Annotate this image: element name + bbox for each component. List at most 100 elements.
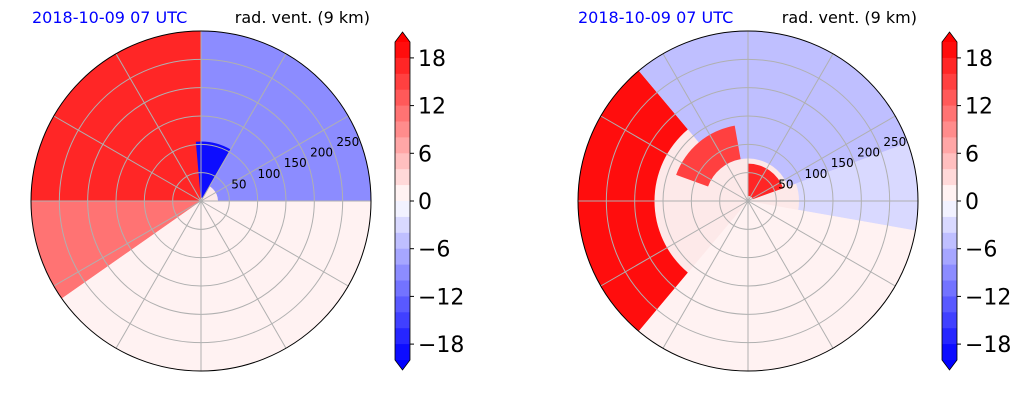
colorbar-tick-label: 6 — [418, 142, 432, 167]
colorbar-segment — [395, 42, 410, 59]
azimuth-spoke — [600, 200, 749, 287]
azimuth-spoke — [747, 115, 896, 202]
colorbar-segment — [395, 105, 410, 122]
field-region — [676, 125, 741, 187]
colorbar-tick-label: −6 — [965, 238, 997, 263]
colorbar-segment — [395, 280, 410, 297]
azimuth-spoke — [600, 115, 749, 202]
colorbar-extend-min — [942, 360, 957, 370]
colorbar-segment — [942, 89, 957, 107]
colorbar-segment — [942, 344, 957, 361]
colorbar-tick-label: 6 — [965, 142, 979, 167]
colorbar-segment — [942, 280, 957, 297]
colorbar-outline — [394, 31, 411, 371]
colorbar: 18 12 6 0 −6 −12 −18 — [394, 31, 464, 371]
field-region — [31, 31, 201, 201]
range-tick-label: 150 — [284, 156, 307, 170]
colorbar-tick-label: 12 — [418, 95, 446, 120]
azimuth-spoke — [53, 115, 202, 202]
colorbar-tick-label: −12 — [965, 285, 1011, 310]
azimuth-spoke — [115, 53, 202, 202]
plot-title-field: rad. vent. (9 km) — [235, 8, 370, 27]
colorbar: 18 12 6 0 −6 −12 −18 — [941, 31, 1011, 371]
colorbar-tick-label: 0 — [965, 190, 979, 215]
colorbar-tick-label: 0 — [418, 190, 432, 215]
colorbar-tick-label: 18 — [418, 47, 446, 72]
plot-boundary — [30, 30, 372, 372]
colorbar-segment — [395, 73, 410, 91]
colorbar-segment — [395, 57, 410, 75]
azimuth-spoke — [53, 200, 202, 287]
colorbar-segment — [942, 296, 957, 313]
azimuth-spoke — [747, 53, 834, 202]
colorbar-segment — [395, 121, 410, 138]
colorbar-segment — [942, 57, 957, 75]
colorbar-segment — [395, 264, 410, 281]
plot-title-time: 2018-10-09 07 UTC — [32, 8, 187, 27]
colorbar-segment — [395, 185, 410, 202]
colorbar-segment — [942, 232, 957, 250]
colorbar-segment — [395, 344, 410, 361]
polar-grid — [578, 31, 918, 371]
range-tick-label: 100 — [805, 167, 828, 181]
field-region — [195, 141, 231, 199]
azimuth-spoke — [662, 200, 749, 349]
colorbar-tick-label: −18 — [965, 333, 1011, 358]
colorbar-tick-label: −18 — [418, 333, 464, 358]
colorbar-segment — [942, 73, 957, 91]
colorbar-segment — [942, 169, 957, 186]
colorbar-segment — [395, 201, 410, 218]
colorbar-segment — [395, 89, 410, 107]
polar-grid — [31, 31, 371, 371]
azimuth-spoke — [115, 200, 202, 349]
azimuth-spoke — [200, 53, 287, 202]
plot-boundary — [577, 30, 919, 372]
polar-plot-right: 2018-10-09 07 UTC rad. vent. (9 km) 50 10… — [577, 8, 1011, 372]
azimuth-spoke — [200, 200, 287, 349]
colorbar-segment — [942, 105, 957, 122]
colorbar-segment — [942, 248, 957, 266]
colorbar-segment — [942, 42, 957, 59]
colorbar-extend-max — [395, 32, 410, 42]
azimuth-spoke — [200, 115, 349, 202]
colorbar-segment — [942, 201, 957, 218]
range-tick-label: 200 — [857, 146, 880, 160]
azimuth-spoke — [200, 200, 349, 287]
polar-plot-left: 2018-10-09 07 UTC rad. vent. (9 km) 50 10… — [30, 8, 464, 372]
colorbar-segment — [395, 137, 410, 154]
colorbar-outline — [941, 31, 958, 371]
plot-title-field: rad. vent. (9 km) — [782, 8, 917, 27]
colorbar-tick-label: −6 — [418, 238, 450, 263]
range-tick-label: 50 — [778, 177, 793, 191]
colorbar-extend-max — [942, 32, 957, 42]
colorbar-segment — [395, 216, 410, 234]
field-region — [201, 31, 371, 201]
colorbar-segment — [395, 328, 410, 345]
azimuth-spoke — [747, 200, 896, 287]
range-tick-label: 150 — [831, 156, 854, 170]
colorbar-extend-min — [395, 360, 410, 370]
field-region — [638, 201, 916, 371]
colorbar-segment — [395, 169, 410, 186]
colorbar-segment — [395, 248, 410, 266]
range-tick-label: 250 — [336, 135, 359, 149]
range-tick-label: 100 — [258, 167, 281, 181]
colorbar-segment — [942, 153, 957, 170]
colorbar-segment — [942, 312, 957, 329]
colorbar-segment — [395, 153, 410, 170]
colorbar-segment — [942, 185, 957, 202]
plot-title-time: 2018-10-09 07 UTC — [578, 8, 733, 27]
colorbar-segment — [395, 312, 410, 329]
range-tick-label: 50 — [231, 177, 246, 191]
colorbar-segment — [395, 232, 410, 250]
colorbar-segment — [942, 328, 957, 345]
range-tick-label: 200 — [310, 146, 333, 160]
colorbar-tick-label: 12 — [965, 95, 993, 120]
colorbar-segment — [395, 296, 410, 313]
azimuth-spoke — [747, 200, 834, 349]
colorbar-segment — [942, 264, 957, 281]
